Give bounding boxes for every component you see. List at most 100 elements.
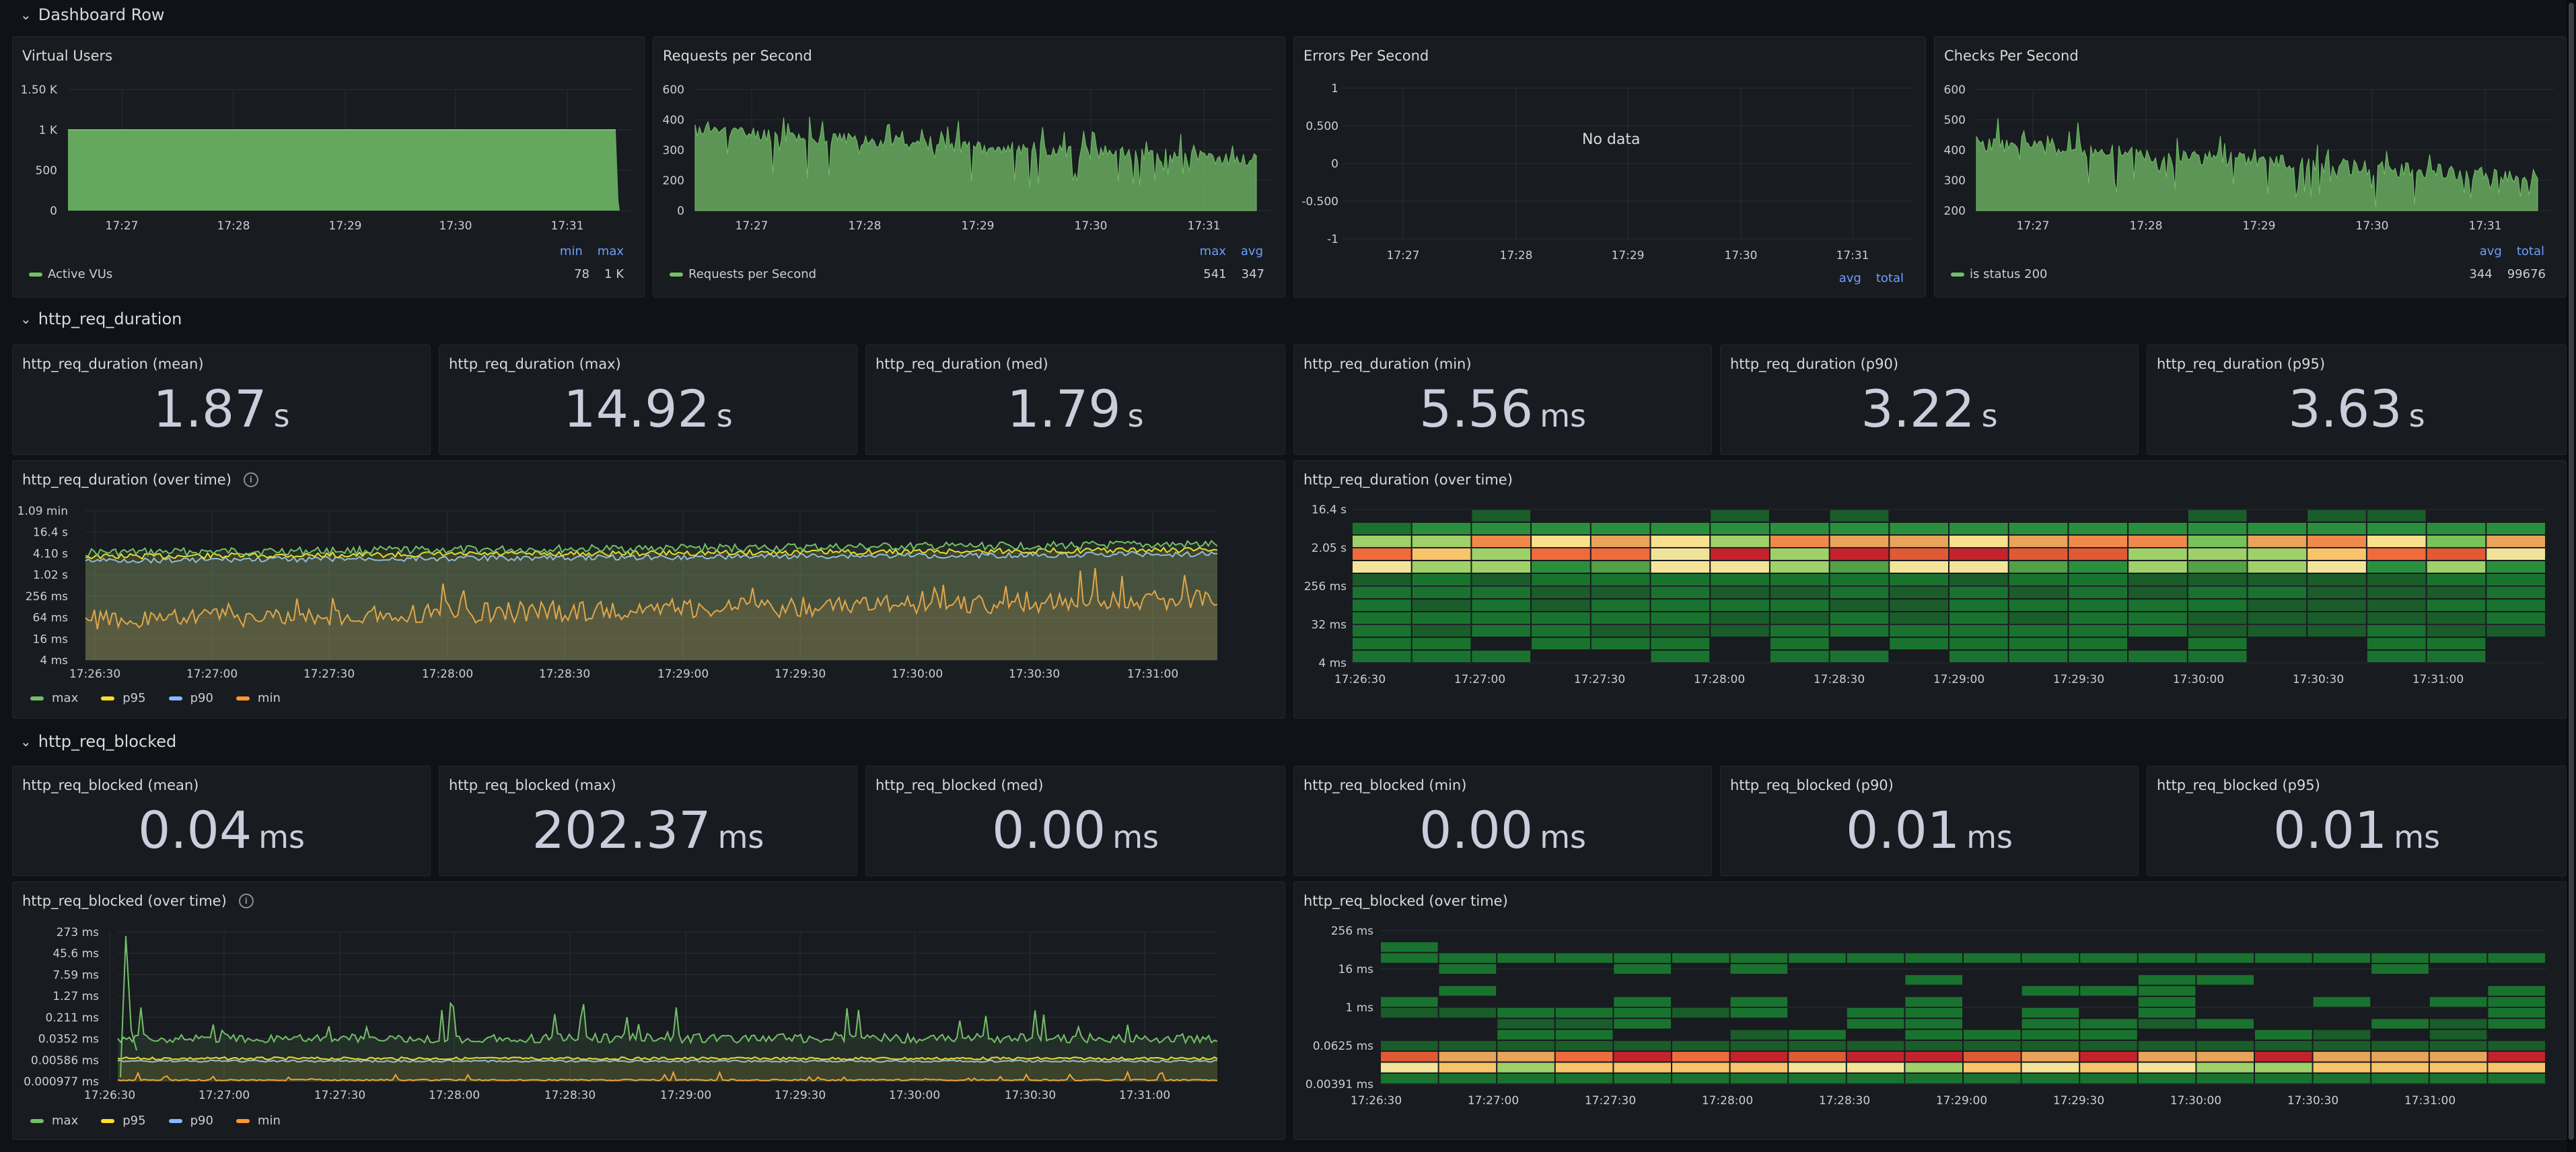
- panel-http-req-duration-over-time[interactable]: http_req_duration (over time) i 1.09 min…: [12, 460, 1285, 719]
- page-scrollbar[interactable]: [2567, 0, 2576, 1152]
- legend-item-p90[interactable]: p90: [168, 1114, 213, 1128]
- heatmap-cell: [2009, 536, 2068, 547]
- heatmap-cell: [2427, 587, 2486, 598]
- panel-http-req-blocked-over-time[interactable]: http_req_blocked (over time) i 273 ms 45.…: [12, 881, 1285, 1140]
- stat-panel[interactable]: http_req_duration (max) 14.92 s: [439, 345, 857, 455]
- y-tick-label: 1.02 s: [33, 569, 68, 582]
- legend-item-max[interactable]: max: [30, 691, 78, 705]
- heatmap-cell: [2367, 651, 2426, 662]
- stat-panel[interactable]: http_req_duration (min) 5.56 ms: [1293, 345, 1712, 455]
- stat-panel[interactable]: http_req_blocked (max) 202.37 ms: [439, 766, 857, 876]
- heatmap-cell: [2427, 625, 2486, 637]
- legend[interactable]: max p95 p90 min: [30, 1114, 281, 1128]
- heatmap-cell: [1472, 523, 1531, 534]
- stat-panel[interactable]: http_req_blocked (mean) 0.04 ms: [12, 766, 431, 876]
- heatmap-cell: [1730, 1040, 1788, 1051]
- heatmap-cell: [1949, 625, 2008, 637]
- stat-number: 14.92: [563, 379, 710, 439]
- panel-http-req-duration-heatmap[interactable]: http_req_duration (over time) 16.4 s 2.05…: [1293, 460, 2567, 719]
- heatmap-cell: [1770, 574, 1829, 585]
- heatmap-cell: [2069, 561, 2128, 573]
- heatmap-cell: [2138, 975, 2196, 985]
- stat-panel[interactable]: http_req_blocked (med) 0.00 ms: [865, 766, 1285, 876]
- legend-swatch: [236, 1118, 250, 1123]
- legend-label: max: [52, 1114, 79, 1128]
- heatmap-cell: [1890, 536, 1948, 547]
- row-http-req-duration[interactable]: ⌄ http_req_duration: [20, 304, 182, 334]
- heatmap-cell: [1770, 638, 1829, 649]
- heatmap-cell: [1497, 1073, 1554, 1083]
- x-tick-label: 17:28: [1500, 249, 1533, 262]
- panel-errors-per-second[interactable]: Errors Per Second 1 0.500 0 -0.500 -1 17:27 17…: [1293, 36, 1926, 297]
- stat-head-total[interactable]: total: [1875, 271, 1904, 285]
- legend-item-min[interactable]: min: [236, 1114, 281, 1128]
- heatmap-cell: [2429, 953, 2487, 963]
- heatmap-cell: [2367, 574, 2426, 585]
- legend-item-max[interactable]: max: [30, 1114, 78, 1128]
- panel-virtual-users[interactable]: Virtual Users 1.50 K 1 K 500 0 17:27 17:28 17:…: [12, 36, 645, 297]
- heatmap-cell: [1890, 625, 1948, 637]
- y-tick-label: 0: [1331, 157, 1338, 171]
- stat-panel[interactable]: http_req_blocked (p95) 0.01 ms: [2147, 766, 2567, 876]
- panel-checks-per-second[interactable]: Checks Per Second 600 500 400 300 200 17:27 17…: [1934, 36, 2567, 297]
- stat-panel[interactable]: http_req_duration (mean) 1.87 s: [12, 345, 431, 455]
- stat-panel[interactable]: http_req_blocked (min) 0.00 ms: [1293, 766, 1712, 876]
- heatmap-cell: [1672, 1040, 1729, 1051]
- stat-panel[interactable]: http_req_duration (p95) 3.63 s: [2147, 345, 2567, 455]
- stat-number: 3.63: [2288, 379, 2402, 439]
- stat-value: 202.37 ms: [439, 800, 857, 860]
- heatmap-cell: [1890, 548, 1948, 560]
- heatmap-cell: [2069, 600, 2128, 611]
- heatmap-cell: [1439, 964, 1497, 974]
- row-http-req-blocked[interactable]: ⌄ http_req_blocked: [20, 727, 176, 756]
- legend-item-p95[interactable]: p95: [101, 691, 146, 705]
- heatmap-cell: [2128, 574, 2187, 585]
- heatmap-cell: [2488, 1008, 2545, 1018]
- panel-http-req-blocked-heatmap[interactable]: http_req_blocked (over time) 256 ms 16 ms…: [1293, 881, 2567, 1140]
- stat-number: 1.79: [1007, 379, 1121, 439]
- stat-value: 1.79 s: [866, 379, 1285, 439]
- heatmap-cell: [2486, 574, 2545, 585]
- heatmap-cell: [1905, 1052, 1962, 1062]
- row-dashboard[interactable]: ⌄ Dashboard Row: [20, 0, 165, 30]
- stat-panel[interactable]: http_req_blocked (p90) 0.01 ms: [1720, 766, 2139, 876]
- legend-item-min[interactable]: min: [236, 691, 281, 705]
- heatmap-cell: [1770, 612, 1829, 624]
- heatmap-cell: [2188, 600, 2247, 611]
- heatmap-cell: [1730, 964, 1788, 974]
- heatmap-cell: [2255, 1040, 2312, 1051]
- stat-head-max[interactable]: max: [597, 244, 624, 258]
- heatmap-cell: [2022, 1019, 2079, 1029]
- stat-head-avg[interactable]: avg: [1240, 244, 1263, 258]
- heatmap-cell: [2128, 523, 2187, 534]
- series-area: [68, 130, 620, 211]
- stat-panel[interactable]: http_req_duration (p90) 3.22 s: [1720, 345, 2139, 455]
- stat-head-avg[interactable]: avg: [2479, 244, 2502, 258]
- legend-item-p90[interactable]: p90: [168, 691, 213, 705]
- panel-title: Errors Per Second: [1303, 48, 1429, 64]
- scrollbar-thumb[interactable]: [2569, 3, 2574, 1140]
- stat-head-avg[interactable]: avg: [1838, 271, 1861, 285]
- panel-requests-per-second[interactable]: Requests per Second 600 400 300 200 0 17:27 17…: [653, 36, 1285, 297]
- legend[interactable]: max p95 p90 min: [30, 691, 281, 705]
- stat-head-min[interactable]: min: [559, 244, 583, 258]
- heatmap-cell: [2429, 997, 2487, 1007]
- row-title: Dashboard Row: [38, 5, 165, 24]
- y-tick-label: 1.09 min: [17, 505, 68, 518]
- info-icon[interactable]: i: [238, 894, 254, 908]
- stat-panel[interactable]: http_req_duration (med) 1.79 s: [865, 345, 1285, 455]
- panel-title: http_req_duration (med): [875, 356, 1048, 372]
- panel-title: http_req_blocked (p95): [2157, 777, 2320, 793]
- stat-head-max[interactable]: max: [1199, 244, 1226, 258]
- stat-value: 0.04 ms: [13, 800, 430, 860]
- legend-item-p95[interactable]: p95: [101, 1114, 146, 1128]
- info-icon[interactable]: i: [243, 472, 258, 487]
- legend[interactable]: Active VUs: [29, 267, 112, 281]
- panel-title: http_req_duration (min): [1303, 356, 1472, 372]
- stat-head-total[interactable]: total: [2516, 244, 2544, 258]
- y-tick-label: 500: [1944, 114, 1966, 127]
- timeseries-chart: 600 500 400 300 200 17:27 17:28 17:29 17:30 17:31: [1944, 83, 2554, 233]
- x-tick-label: 17:28:30: [1819, 1094, 1870, 1108]
- legend[interactable]: is status 200: [1951, 267, 2048, 281]
- legend[interactable]: Requests per Second: [670, 267, 816, 281]
